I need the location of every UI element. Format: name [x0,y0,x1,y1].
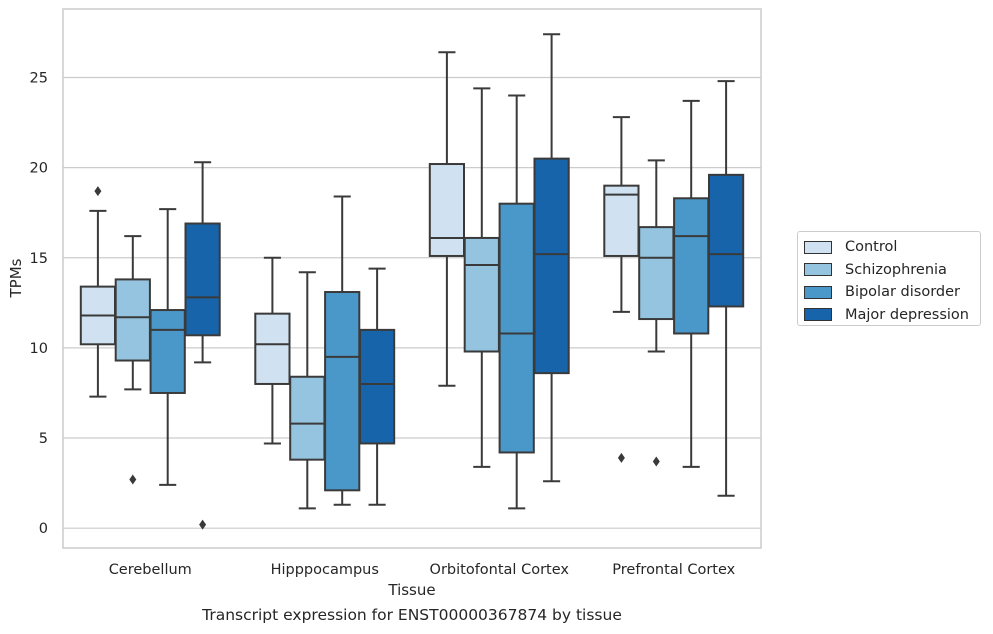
boxes [79,33,745,530]
legend-swatch [804,285,832,299]
outlier-point [94,186,102,197]
y-axis-label: TPMs [7,258,25,298]
y-tick-label: 25 [30,71,48,87]
legend-label: Schizophrenia [845,261,947,278]
legend-item: Bipolar disorder [804,281,974,304]
legend-item: Major depression [804,304,974,327]
box-element [184,161,221,530]
box-iqr [254,312,291,385]
box-iqr [638,226,675,321]
x-tick-label: Cerebellum [109,562,192,578]
box-element [603,116,640,463]
box-element [149,208,186,486]
box-element [324,195,361,506]
box-element [358,267,396,506]
legend-swatch [804,263,832,277]
legend-swatch [804,240,832,254]
x-axis-label: Tissue [387,581,435,599]
outlier-point [652,456,660,467]
box-element [673,99,710,468]
plot-frame [62,8,762,549]
outlier-point [199,519,207,530]
x-tick-label: Orbitofontal Cortex [430,562,570,578]
legend-label: Major depression [845,306,969,323]
box-element [707,80,745,497]
y-tick-label: 0 [39,521,48,537]
box-iqr [324,291,361,492]
box-element [114,235,151,485]
figure-caption: Transcript expression for ENST0000036787… [202,606,622,624]
box-iqr [463,236,500,353]
box-element [289,271,326,510]
box-element [254,256,291,445]
box-iqr [498,202,535,454]
y-tick-label: 15 [30,251,48,267]
box-element [79,186,117,398]
y-tick-label: 5 [39,431,48,447]
y-tick-label: 20 [30,161,48,177]
outlier-point [129,474,137,485]
box-iqr [184,222,221,337]
legend-label: Control [845,239,898,256]
box-iqr [289,375,326,461]
legend-item: Control [804,236,974,259]
box-element [463,87,500,468]
box-iqr [114,278,151,362]
box-iqr [149,309,186,394]
x-tick-label: Hipppocampus [271,562,379,578]
box-iqr [533,157,570,375]
box-iqr [358,328,396,445]
legend-label: Bipolar disorder [845,284,960,301]
box-iqr [707,173,745,308]
x-tick-labels: Cerebellum Hipppocampus Orbitofontal Corte… [109,562,736,578]
box-element [533,33,570,483]
x-tick-label: Prefrontal Cortex [612,562,735,578]
box-iqr [673,197,710,335]
box-element [638,159,675,467]
box-iqr [603,184,640,257]
y-tick-label: 10 [30,341,48,357]
box-element [428,51,466,387]
legend-item: Schizophrenia [804,259,974,282]
legend: Control Schizophrenia Bipolar disorder Majo… [797,231,981,326]
box-element [498,94,535,510]
legend-swatch [804,308,832,322]
outlier-point [617,452,625,463]
y-tick-labels: 0 5 10 15 20 25 [30,71,48,538]
box-iqr [428,163,466,257]
